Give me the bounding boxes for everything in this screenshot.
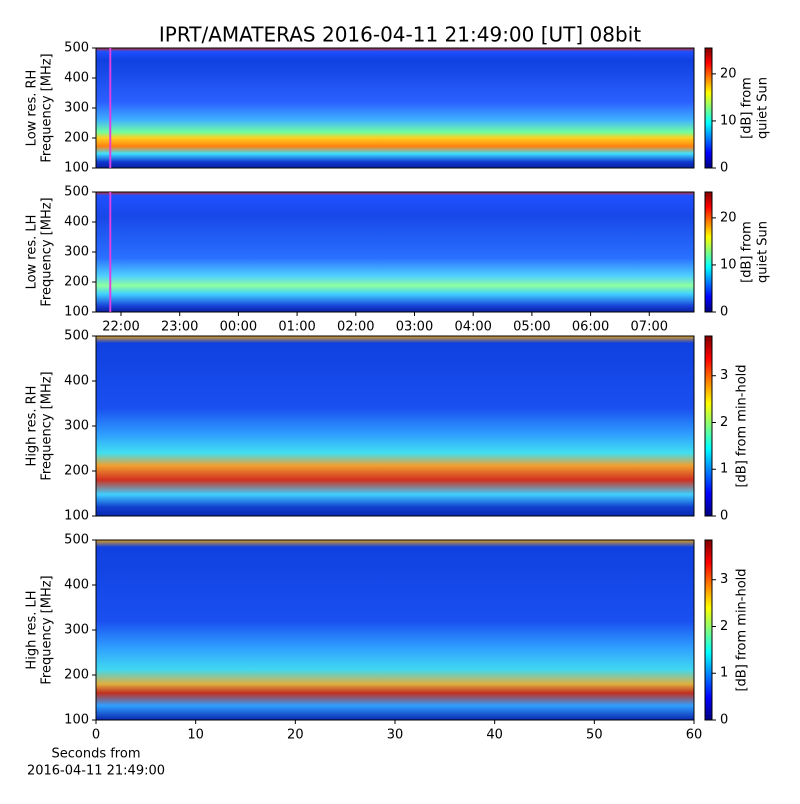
colorbar-label: [dB] from min-hold xyxy=(735,568,750,691)
colorbar-tick-label: 10 xyxy=(720,257,737,272)
colorbar-tick-label: 1 xyxy=(720,666,728,681)
x-tick-label: 0 xyxy=(92,728,100,743)
y-tick-label: 400 xyxy=(64,374,89,389)
figure-title: IPRT/AMATERAS 2016-04-11 21:49:00 [UT] 0… xyxy=(159,23,641,47)
y-tick-label: 400 xyxy=(64,71,89,86)
y-tick-label: 100 xyxy=(64,713,89,728)
spectrogram xyxy=(96,336,694,516)
x-tick-label: 03:00 xyxy=(396,320,433,335)
y-tick-label: 300 xyxy=(64,419,89,434)
x-tick-label: 60 xyxy=(686,728,703,743)
colorbar-tick-label: 20 xyxy=(720,66,737,81)
x-axis-label: 2016-04-11 21:49:00 xyxy=(27,764,165,779)
spectrogram xyxy=(96,540,694,720)
colorbar-label: [dB] from xyxy=(740,221,755,283)
colorbar-tick-label: 3 xyxy=(720,368,728,383)
colorbar-label: quiet Sun xyxy=(756,221,771,283)
x-tick-label: 02:00 xyxy=(337,320,374,335)
x-tick-label: 40 xyxy=(486,728,503,743)
y-axis-label: Frequency [MHz] xyxy=(40,371,55,480)
x-tick-label: 22:00 xyxy=(102,320,139,335)
colorbar xyxy=(704,47,713,169)
x-tick-label: 01:00 xyxy=(278,320,315,335)
x-axis-label: Seconds from xyxy=(51,747,140,762)
y-tick-label: 500 xyxy=(64,41,89,56)
y-tick-label: 100 xyxy=(64,161,89,176)
colorbar-tick-label: 2 xyxy=(720,619,728,634)
colorbar-tick-label: 0 xyxy=(720,713,728,728)
y-tick-label: 500 xyxy=(64,329,89,344)
y-axis-label: Low res. LH xyxy=(25,215,40,290)
colorbar-tick-label: 10 xyxy=(720,113,737,128)
y-axis-label: Frequency [MHz] xyxy=(40,197,55,306)
colorbar-tick-label: 1 xyxy=(720,462,728,477)
x-tick-label: 50 xyxy=(586,728,603,743)
colorbar-tick-label: 2 xyxy=(720,415,728,430)
x-tick-label: 23:00 xyxy=(161,320,198,335)
colorbar-label: [dB] from xyxy=(740,77,755,139)
y-axis-label: High res. LH xyxy=(25,590,40,669)
x-tick-label: 30 xyxy=(387,728,404,743)
x-tick-label: 04:00 xyxy=(454,320,491,335)
colorbar-label: [dB] from min-hold xyxy=(735,364,750,487)
x-tick-label: 00:00 xyxy=(220,320,257,335)
y-tick-label: 400 xyxy=(64,578,89,593)
spectrogram xyxy=(96,48,694,168)
y-tick-label: 400 xyxy=(64,215,89,230)
y-tick-label: 100 xyxy=(64,509,89,524)
colorbar-tick-label: 0 xyxy=(720,305,728,320)
x-tick-label: 05:00 xyxy=(513,320,550,335)
y-tick-label: 300 xyxy=(64,623,89,638)
y-tick-label: 500 xyxy=(64,185,89,200)
spectrogram xyxy=(96,192,694,312)
y-axis-label: Low res. RH xyxy=(25,70,40,147)
colorbar-tick-label: 20 xyxy=(720,210,737,225)
y-tick-label: 200 xyxy=(64,668,89,683)
colorbar-tick-label: 0 xyxy=(720,509,728,524)
y-axis-label: Frequency [MHz] xyxy=(40,575,55,684)
colorbar-tick-label: 0 xyxy=(720,161,728,176)
y-axis-label: Frequency [MHz] xyxy=(40,53,55,162)
y-tick-label: 500 xyxy=(64,533,89,548)
y-tick-label: 300 xyxy=(64,245,89,260)
x-tick-label: 06:00 xyxy=(572,320,609,335)
x-tick-label: 07:00 xyxy=(631,320,668,335)
colorbar xyxy=(704,539,713,721)
y-tick-label: 100 xyxy=(64,305,89,320)
x-tick-label: 20 xyxy=(287,728,304,743)
y-tick-label: 200 xyxy=(64,131,89,146)
y-tick-label: 200 xyxy=(64,464,89,479)
colorbar-tick-label: 3 xyxy=(720,572,728,587)
colorbar xyxy=(704,191,713,313)
x-tick-label: 10 xyxy=(187,728,204,743)
y-axis-label: High res. RH xyxy=(25,386,40,467)
y-tick-label: 300 xyxy=(64,101,89,116)
colorbar-label: quiet Sun xyxy=(756,77,771,139)
colorbar xyxy=(704,335,713,517)
y-tick-label: 200 xyxy=(64,275,89,290)
